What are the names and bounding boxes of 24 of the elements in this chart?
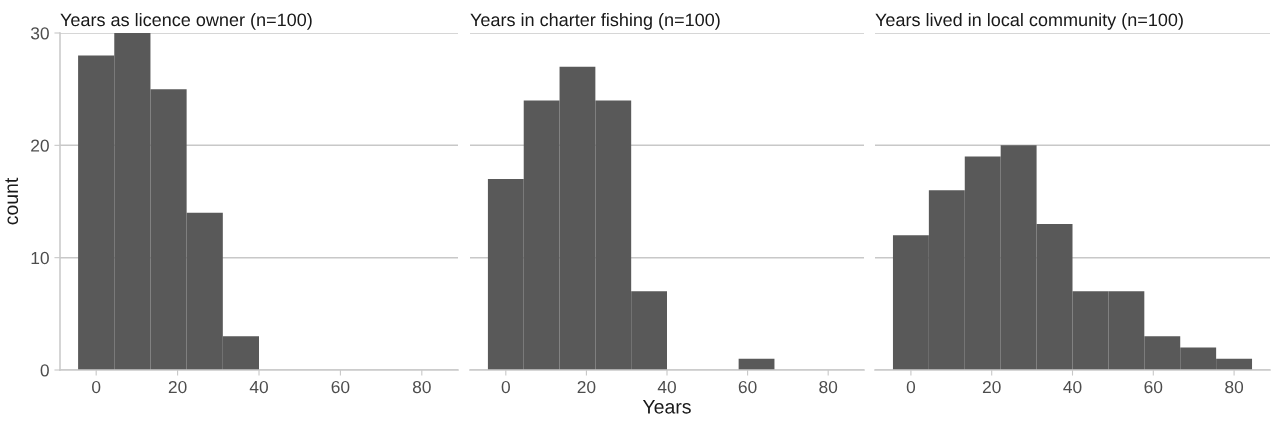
- x-tick-label: 20: [577, 380, 596, 394]
- x-tick-label: 40: [249, 380, 268, 394]
- x-axis-title: Years: [642, 400, 691, 414]
- y-tick-label: 20: [31, 139, 49, 152]
- y-axis-title: count: [5, 177, 19, 225]
- x-tick-label: 80: [819, 380, 838, 394]
- y-tick-label: 0: [40, 364, 49, 377]
- x-tick-label: 40: [657, 380, 676, 394]
- x-tick-label: 20: [168, 380, 187, 394]
- x-tick-label: 60: [738, 380, 757, 394]
- x-tick-label: 0: [92, 380, 101, 394]
- y-tick-label: 10: [31, 251, 49, 265]
- x-tick-label: 0: [501, 380, 510, 394]
- x-tick-label: 80: [1225, 380, 1244, 394]
- x-tick-label: 60: [1144, 380, 1163, 394]
- x-tick-label: 80: [412, 380, 431, 394]
- chart-title: Years in charter fishing (n=100): [470, 12, 720, 30]
- x-tick-label: 40: [1063, 380, 1082, 394]
- x-tick-label: 60: [331, 380, 350, 394]
- x-tick-label: 20: [982, 380, 1001, 394]
- chart-title: Years as licence owner (n=100): [60, 12, 312, 30]
- chart-title: Years lived in local community (n=100): [875, 12, 1183, 30]
- y-tick-label: 30: [30, 27, 49, 40]
- x-tick-label: 0: [906, 380, 916, 394]
